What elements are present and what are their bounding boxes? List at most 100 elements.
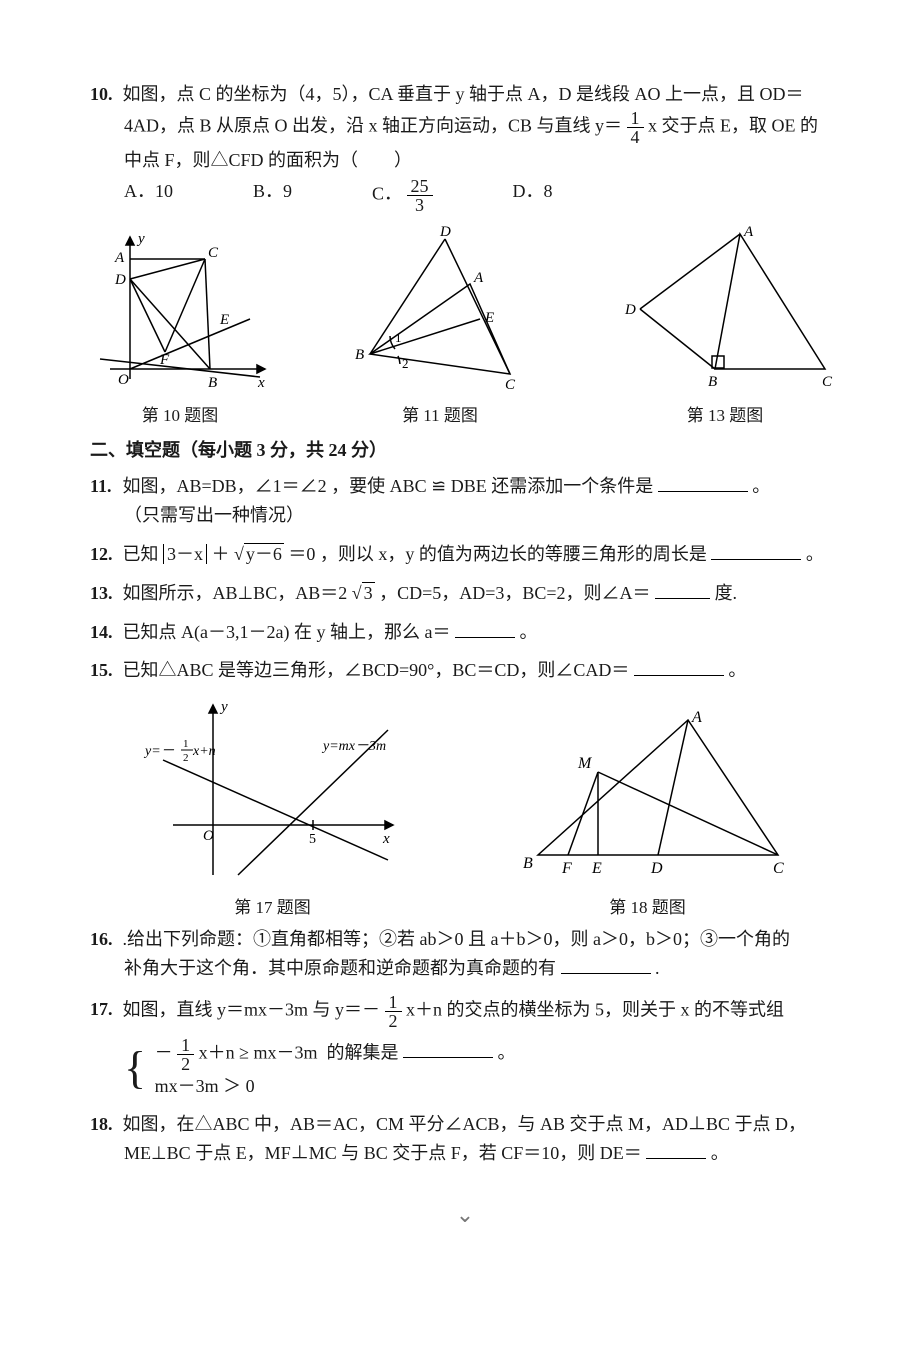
- question-11: 11. 如图，AB=DB，∠1＝∠2 ，要使 ABC ≌ DBE 还需添加一个条…: [90, 472, 840, 530]
- page-end-mark-icon: ⌄: [90, 1197, 840, 1232]
- q10-text-line3: 中点 F，则△CFD 的面积为（ ）: [90, 146, 840, 175]
- svg-text:O: O: [118, 372, 129, 388]
- q17-intro-a: 如图，直线 y＝mx－3m 与 y＝－: [123, 999, 381, 1019]
- q12-abs: 3－x: [163, 544, 207, 564]
- q10-fraction: 1 4: [627, 109, 644, 146]
- brace-icon: {: [124, 1047, 146, 1088]
- q14-text: 已知点 A(a－3,1－2a) 在 y 轴上，那么 a＝: [123, 622, 451, 642]
- q13-root: 3: [362, 582, 375, 603]
- svg-text:y=mx－3m: y=mx－3m: [321, 739, 386, 754]
- q16-line1: .给出下列命题：①直角都相等；②若 ab＞0 且 a＋b＞0，则 a＞0，b＞0…: [123, 929, 790, 949]
- svg-text:E: E: [591, 860, 602, 877]
- question-12: 12. 已知 3－x ＋ √y－6 ＝0 ，则以 x，y 的值为两边长的等腰三角…: [90, 540, 840, 569]
- svg-text:C: C: [505, 377, 516, 393]
- question-10: 10. 如图，点 C 的坐标为（4，5），CA 垂直于 y 轴于点 A，D 是线…: [90, 80, 840, 214]
- q17-tail: 。: [497, 1042, 515, 1062]
- q18-blank: [646, 1140, 706, 1159]
- q13-svg: A D B C: [610, 224, 840, 394]
- svg-text:B: B: [355, 347, 364, 363]
- q16-tail: .: [655, 958, 660, 978]
- svg-text:F: F: [159, 352, 170, 368]
- svg-text:A: A: [743, 224, 754, 240]
- figure-q13: A D B C 第 13 题图: [610, 224, 840, 430]
- svg-text:D: D: [624, 302, 636, 318]
- q16-number: 16.: [90, 925, 118, 954]
- svg-text:x: x: [382, 831, 390, 847]
- svg-text:E: E: [484, 310, 494, 326]
- q14-tail: 。: [519, 622, 537, 642]
- q10-option-c: C． 253: [372, 177, 433, 214]
- q10-text-line2a: 4AD，点 B 从原点 O 出发，沿 x 轴正方向运动，CB 与直线 y＝: [124, 115, 622, 135]
- q11-tail: 。: [752, 476, 770, 496]
- figure-row-1: A D C E F O B x y 第 10 题图: [90, 224, 840, 430]
- q18-fig-caption: 第 18 题图: [508, 894, 788, 921]
- q12-root: y－6: [244, 543, 284, 564]
- svg-text:B: B: [708, 374, 717, 390]
- q17-after: 的解集是: [326, 1042, 403, 1062]
- question-13: 13. 如图所示，AB⊥BC，AB＝2 √3 ，CD=5，AD=3，BC=2，则…: [90, 579, 840, 608]
- svg-text:y: y: [136, 231, 145, 247]
- svg-text:B: B: [523, 855, 533, 872]
- svg-text:x+n: x+n: [192, 744, 216, 759]
- svg-text:E: E: [219, 312, 229, 328]
- q18-svg: A M B F E D C: [508, 710, 788, 885]
- q10-text-line2b: x 交于点 E，取 OE 的: [648, 115, 818, 135]
- q15-text: 已知△ABC 是等边三角形，∠BCD=90°，BC＝CD，则∠CAD＝: [123, 660, 630, 680]
- q16-blank: [561, 955, 651, 974]
- q17-system: － 12 x＋n ≥ mx－3m 的解集是 。 mx－3m ＞ 0: [155, 1036, 516, 1100]
- q13-unit: 度.: [715, 583, 738, 603]
- q13-text1: 如图所示，AB⊥BC，AB＝2: [123, 583, 348, 603]
- q17-frac: 1 2: [385, 993, 402, 1030]
- q13-fig-caption: 第 13 题图: [610, 402, 840, 429]
- svg-text:2: 2: [402, 356, 409, 371]
- question-15: 15. 已知△ABC 是等边三角形，∠BCD=90°，BC＝CD，则∠CAD＝ …: [90, 656, 840, 685]
- q12-pre: 已知: [123, 544, 159, 564]
- q17-intro-b: x＋n 的交点的横坐标为 5，则关于 x 的不等式组: [406, 999, 784, 1019]
- svg-text:1: 1: [395, 330, 402, 345]
- svg-text:D: D: [114, 272, 126, 288]
- q10-options: A．10 B．9 C． 253 D．8: [90, 177, 840, 214]
- q14-blank: [455, 619, 515, 638]
- q12-number: 12.: [90, 540, 118, 569]
- q10-fig-caption: 第 10 题图: [90, 402, 270, 429]
- q10-svg: A D C E F O B x y: [90, 229, 270, 394]
- q10-text-line1: 如图，点 C 的坐标为（4，5），CA 垂直于 y 轴于点 A，D 是线段 AO…: [123, 84, 804, 104]
- svg-text:M: M: [577, 755, 593, 772]
- svg-text:y=－: y=－: [143, 744, 175, 759]
- svg-text:2: 2: [183, 752, 189, 764]
- figure-q10: A D C E F O B x y 第 10 题图: [90, 229, 270, 430]
- q12-blank: [711, 541, 801, 560]
- q16-line2: 补角大于这个角．其中原命题和逆命题都为真命题的有: [124, 958, 556, 978]
- q12-post: ＝0 ，则以 x，y 的值为两边长的等腰三角形的周长是: [288, 544, 707, 564]
- svg-text:A: A: [691, 710, 702, 726]
- figure-q18: A M B F E D C 第 18 题图: [508, 710, 788, 921]
- q17-sys-row2: mx－3m ＞ 0: [155, 1073, 516, 1100]
- q11-svg: D A E B C 1 2: [340, 224, 540, 394]
- q17-blank: [403, 1039, 493, 1058]
- svg-text:A: A: [114, 250, 125, 266]
- q18-line1: 如图，在△ABC 中，AB＝AC，CM 平分∠ACB，与 AB 交于点 M，AD…: [123, 1114, 807, 1134]
- q18-number: 18.: [90, 1110, 118, 1139]
- q10-number: 10.: [90, 80, 118, 109]
- section-2-heading: 二、填空题（每小题 3 分，共 24 分）: [90, 436, 840, 465]
- q11-text: 如图，AB=DB，∠1＝∠2 ，要使 ABC ≌ DBE 还需添加一个条件是: [123, 476, 654, 496]
- svg-text:F: F: [561, 860, 572, 877]
- q12-tail: 。: [806, 544, 824, 564]
- question-14: 14. 已知点 A(a－3,1－2a) 在 y 轴上，那么 a＝ 。: [90, 618, 840, 647]
- q18-tail: 。: [711, 1143, 729, 1163]
- q10-option-b: B．9: [253, 177, 292, 214]
- q11-fig-caption: 第 11 题图: [340, 402, 540, 429]
- svg-text:O: O: [203, 828, 214, 844]
- q11-number: 11.: [90, 472, 118, 501]
- svg-text:B: B: [208, 375, 217, 391]
- q15-number: 15.: [90, 656, 118, 685]
- q11-blank: [658, 473, 748, 492]
- question-17: 17. 如图，直线 y＝mx－3m 与 y＝－ 1 2 x＋n 的交点的横坐标为…: [90, 993, 840, 1100]
- svg-text:C: C: [208, 245, 219, 261]
- q10-option-d: D．8: [513, 177, 553, 214]
- svg-text:y: y: [219, 699, 228, 715]
- q13-text2: ，CD=5，AD=3，BC=2，则∠A＝: [379, 583, 650, 603]
- svg-text:C: C: [822, 374, 833, 390]
- q12-mid: ＋: [212, 544, 230, 564]
- q15-tail: 。: [728, 660, 746, 680]
